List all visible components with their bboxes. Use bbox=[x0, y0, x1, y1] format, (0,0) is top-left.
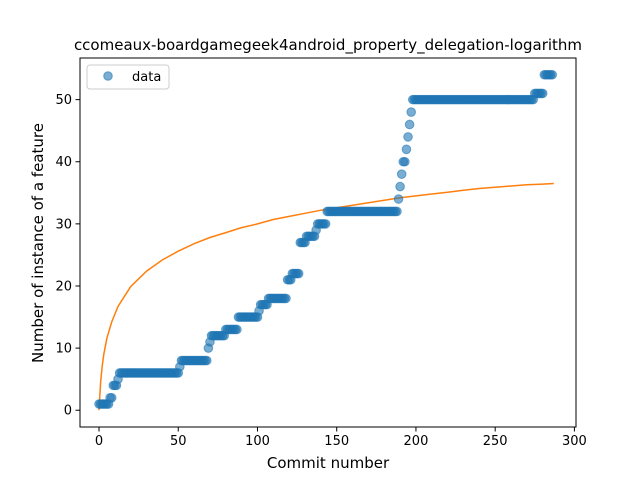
y-tick-label: 30 bbox=[55, 217, 72, 232]
legend: data bbox=[86, 64, 170, 90]
legend-label-data: data bbox=[132, 70, 161, 85]
plot-area bbox=[79, 57, 577, 428]
y-tick-label: 0 bbox=[64, 404, 72, 419]
data-point bbox=[392, 206, 402, 217]
data-point bbox=[403, 132, 413, 142]
y-axis: 0 10 20 30 40 50 bbox=[55, 93, 80, 419]
data-point bbox=[201, 355, 212, 366]
data-point bbox=[401, 144, 412, 155]
data-point bbox=[393, 194, 404, 204]
x-tick-label: 0 bbox=[95, 434, 103, 449]
legend-marker-data bbox=[103, 71, 113, 81]
x-tick-label: 250 bbox=[483, 434, 508, 449]
x-tick-label: 200 bbox=[404, 434, 429, 449]
data-point bbox=[106, 393, 117, 403]
data-point bbox=[320, 219, 331, 229]
y-tick-label: 40 bbox=[55, 155, 72, 170]
chart-title: ccomeaux-boardgamegeek4android_property_… bbox=[74, 36, 582, 55]
y-tick-label: 50 bbox=[55, 93, 72, 108]
data-point bbox=[404, 119, 415, 130]
x-axis: 0 50 100 150 200 250 300 bbox=[95, 427, 587, 449]
data-point bbox=[400, 156, 410, 167]
y-tick-label: 10 bbox=[55, 342, 72, 357]
plot-frame bbox=[79, 57, 577, 428]
x-tick-label: 100 bbox=[245, 434, 270, 449]
x-tick-label: 300 bbox=[562, 434, 587, 449]
data-point bbox=[232, 324, 242, 335]
plot-background bbox=[80, 58, 576, 427]
data-point bbox=[396, 169, 407, 179]
data-point bbox=[547, 69, 558, 80]
data-point bbox=[293, 268, 304, 279]
x-tick-label: 150 bbox=[324, 434, 349, 449]
data-point bbox=[281, 293, 291, 304]
scatter-layer bbox=[94, 69, 558, 409]
y-tick-label: 20 bbox=[55, 279, 72, 294]
legend-box bbox=[86, 64, 170, 90]
data-point bbox=[537, 88, 548, 99]
fit-curve bbox=[98, 182, 554, 411]
x-tick-label: 50 bbox=[170, 434, 187, 449]
x-axis-label: Commit number bbox=[267, 454, 390, 472]
data-point bbox=[406, 107, 416, 117]
fit-layer bbox=[98, 182, 554, 411]
y-axis-label: Number of instance of a feature bbox=[29, 123, 47, 363]
data-point bbox=[395, 181, 405, 192]
